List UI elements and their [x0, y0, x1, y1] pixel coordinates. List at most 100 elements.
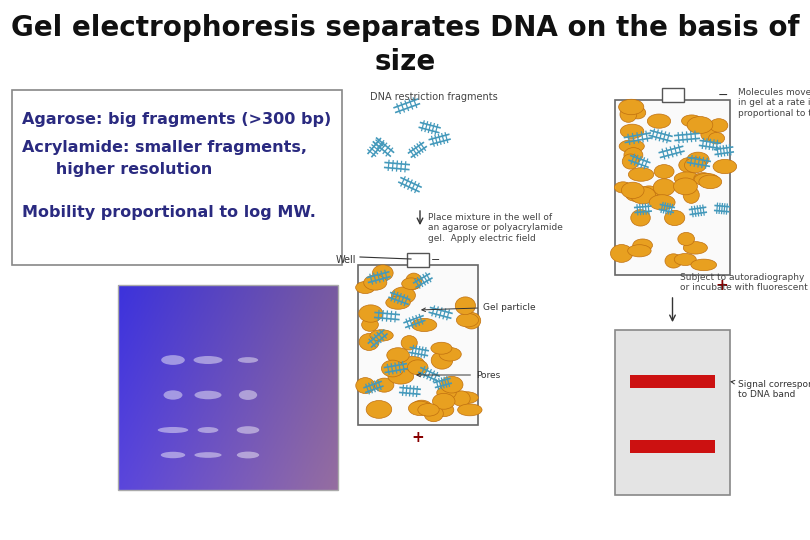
Ellipse shape	[456, 313, 479, 327]
Ellipse shape	[647, 114, 671, 128]
Bar	[630, 375, 715, 388]
Ellipse shape	[418, 403, 439, 416]
Ellipse shape	[386, 296, 410, 309]
Ellipse shape	[387, 348, 409, 363]
Ellipse shape	[649, 195, 675, 210]
Ellipse shape	[694, 173, 713, 184]
Bar	[630, 440, 715, 453]
Ellipse shape	[681, 115, 702, 127]
Ellipse shape	[664, 211, 684, 226]
Ellipse shape	[687, 152, 709, 167]
Ellipse shape	[164, 390, 182, 400]
Bar	[12, 90, 342, 265]
Ellipse shape	[621, 182, 644, 199]
Bar	[118, 285, 338, 490]
Ellipse shape	[619, 140, 644, 153]
Ellipse shape	[687, 117, 713, 133]
Ellipse shape	[370, 330, 393, 341]
Ellipse shape	[402, 278, 420, 289]
Ellipse shape	[158, 427, 188, 433]
Ellipse shape	[424, 406, 443, 422]
Ellipse shape	[639, 186, 659, 199]
Ellipse shape	[701, 128, 718, 141]
Ellipse shape	[374, 378, 394, 392]
Ellipse shape	[615, 182, 632, 193]
Ellipse shape	[629, 106, 646, 119]
Ellipse shape	[406, 273, 422, 289]
Ellipse shape	[628, 245, 651, 257]
Text: higher resolution: higher resolution	[22, 162, 212, 177]
Ellipse shape	[453, 391, 470, 406]
Text: Place mixture in the well of
an agarose or polyacrylamide
gel.  Apply electric f: Place mixture in the well of an agarose …	[428, 213, 563, 243]
Text: Agarose: big fragments (>300 bp): Agarose: big fragments (>300 bp)	[22, 112, 331, 127]
Ellipse shape	[710, 119, 728, 132]
Ellipse shape	[620, 106, 637, 123]
Ellipse shape	[391, 287, 416, 304]
Ellipse shape	[433, 393, 455, 409]
Text: Well: Well	[335, 255, 356, 265]
Text: Gel electrophoresis separates DNA on the basis of: Gel electrophoresis separates DNA on the…	[11, 14, 799, 42]
Ellipse shape	[401, 356, 424, 370]
Ellipse shape	[356, 377, 375, 394]
Ellipse shape	[382, 360, 403, 377]
Ellipse shape	[239, 390, 257, 400]
Ellipse shape	[455, 392, 478, 403]
Text: DNA restriction fragments: DNA restriction fragments	[370, 92, 498, 102]
Ellipse shape	[441, 376, 463, 393]
Text: Subject to autoradiography
or incubate with fluorescent dye: Subject to autoradiography or incubate w…	[680, 273, 810, 292]
Ellipse shape	[691, 259, 717, 271]
Ellipse shape	[665, 254, 682, 268]
Text: Molecules move through pores
in gel at a rate inversely
proportional to their ch: Molecules move through pores in gel at a…	[738, 88, 810, 118]
Ellipse shape	[463, 313, 480, 329]
Bar	[615, 100, 730, 275]
Text: +: +	[715, 278, 728, 293]
Ellipse shape	[674, 178, 697, 195]
Ellipse shape	[458, 404, 482, 416]
Ellipse shape	[674, 253, 697, 266]
Ellipse shape	[684, 241, 707, 254]
Text: −: −	[718, 89, 728, 102]
Ellipse shape	[678, 232, 694, 246]
Ellipse shape	[161, 355, 185, 365]
Ellipse shape	[198, 427, 219, 433]
Bar	[662, 88, 684, 102]
Ellipse shape	[160, 452, 185, 458]
Ellipse shape	[437, 386, 456, 400]
Bar	[358, 265, 478, 425]
Text: Pores: Pores	[417, 370, 501, 380]
Text: −: −	[431, 255, 441, 265]
Ellipse shape	[366, 401, 392, 418]
Ellipse shape	[620, 124, 644, 138]
Ellipse shape	[455, 297, 475, 315]
Ellipse shape	[624, 147, 643, 163]
Ellipse shape	[411, 319, 437, 332]
Ellipse shape	[625, 186, 645, 201]
Ellipse shape	[683, 187, 699, 204]
Text: Mobility proportional to log MW.: Mobility proportional to log MW.	[22, 205, 316, 220]
Ellipse shape	[373, 265, 393, 281]
Ellipse shape	[431, 352, 453, 369]
Ellipse shape	[654, 179, 675, 196]
Ellipse shape	[408, 401, 432, 416]
Ellipse shape	[364, 275, 387, 290]
Ellipse shape	[401, 335, 417, 350]
Ellipse shape	[630, 187, 655, 204]
Ellipse shape	[622, 154, 638, 169]
Ellipse shape	[194, 356, 223, 364]
Ellipse shape	[238, 357, 258, 363]
Ellipse shape	[439, 348, 461, 361]
Ellipse shape	[361, 318, 378, 332]
Text: size: size	[374, 48, 436, 76]
Text: Signal corresponding
to DNA band: Signal corresponding to DNA band	[731, 380, 810, 400]
Ellipse shape	[674, 172, 700, 185]
Ellipse shape	[407, 360, 428, 375]
Ellipse shape	[194, 391, 221, 399]
Ellipse shape	[359, 334, 379, 350]
Ellipse shape	[684, 158, 706, 173]
Ellipse shape	[611, 245, 633, 262]
Ellipse shape	[359, 305, 382, 322]
Ellipse shape	[388, 369, 414, 384]
Bar	[615, 330, 730, 495]
Ellipse shape	[237, 451, 259, 458]
Ellipse shape	[631, 210, 650, 226]
